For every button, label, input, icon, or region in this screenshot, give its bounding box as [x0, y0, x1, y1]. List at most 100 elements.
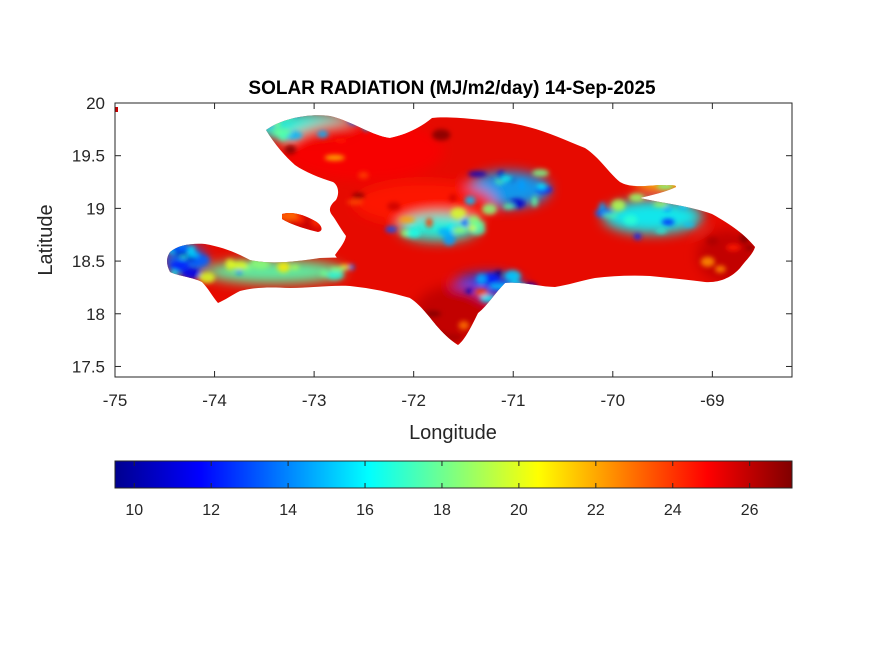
texture-speckle	[347, 264, 355, 271]
texture-speckle	[385, 226, 398, 233]
y-axis: 20 19.5 19 18.5 18 17.5	[72, 94, 792, 376]
texture-speckle	[502, 203, 515, 210]
texture-speckle	[652, 201, 669, 207]
texture-speckle	[171, 237, 187, 249]
texture-speckle	[358, 171, 369, 179]
colorbar-tick-label: 18	[433, 502, 451, 519]
texture-speckle	[680, 199, 694, 205]
texture-speckle	[679, 170, 698, 183]
region-east-coast	[697, 229, 755, 282]
texture-speckle	[317, 130, 329, 138]
texture-speckle	[499, 175, 512, 182]
texture-speckle	[448, 193, 457, 202]
radiation-map	[115, 107, 755, 346]
texture-speckle	[283, 115, 299, 118]
region-east-plain	[602, 199, 703, 234]
texture-speckle	[661, 218, 675, 226]
texture-speckle	[326, 270, 344, 280]
colorbar	[114, 460, 793, 489]
texture-speckle	[633, 233, 642, 240]
texture-speckle	[361, 121, 371, 132]
texture-speckle	[184, 256, 197, 261]
texture-speckle	[250, 259, 271, 270]
texture-speckle	[198, 271, 216, 284]
texture-speckle	[628, 193, 645, 202]
texture-speckle	[235, 269, 243, 275]
x-tick-label: -75	[103, 391, 128, 410]
texture-speckle	[481, 203, 497, 215]
texture-speckle	[170, 270, 178, 277]
texture-speckle	[347, 115, 361, 126]
texture-speckle	[320, 269, 329, 277]
texture-speckle	[602, 213, 618, 218]
colorbar-tick-label: 10	[125, 502, 143, 519]
texture-speckle	[432, 129, 451, 141]
texture-speckle	[423, 324, 437, 332]
texture-speckle	[663, 206, 672, 212]
texture-speckle	[280, 115, 290, 119]
x-axis-label: Longitude	[409, 422, 497, 444]
texture-speckle	[648, 174, 655, 181]
texture-speckle	[464, 196, 476, 206]
texture-speckle	[634, 170, 652, 183]
texture-speckle	[687, 178, 697, 189]
y-tick-label: 18.5	[72, 252, 105, 271]
texture-speckle	[291, 107, 301, 115]
texture-speckle	[310, 216, 324, 227]
texture-speckle	[324, 154, 345, 161]
colorbar-tick-label: 24	[664, 502, 682, 519]
texture-speckle	[352, 192, 365, 199]
texture-speckle	[599, 202, 606, 213]
texture-speckle	[278, 130, 288, 142]
texture-speckle	[473, 288, 488, 296]
texture-speckle	[471, 220, 486, 228]
corner-pixel	[115, 107, 118, 112]
texture-speckle	[726, 243, 741, 252]
x-tick-label: -74	[202, 391, 227, 410]
texture-speckle	[739, 233, 750, 244]
texture-speckle	[450, 207, 467, 220]
texture-speckle	[290, 264, 300, 270]
texture-speckle	[329, 266, 347, 272]
texture-speckle	[662, 170, 671, 175]
texture-speckle	[655, 229, 668, 234]
colorbar-tick-label: 12	[202, 502, 220, 519]
y-tick-label: 17.5	[72, 357, 105, 376]
texture-speckle	[182, 268, 201, 279]
texture-speckle	[623, 214, 638, 225]
texture-speckle	[498, 292, 517, 301]
texture-speckle	[706, 236, 719, 246]
texture-speckle	[532, 169, 549, 177]
texture-speckle	[346, 200, 364, 205]
texture-speckle	[461, 218, 471, 227]
texture-speckle	[425, 217, 433, 228]
x-tick-label: -71	[501, 391, 526, 410]
axes-box	[114, 102, 793, 378]
texture-speckle	[225, 258, 235, 271]
texture-speckle	[239, 126, 255, 135]
texture-speckle	[280, 222, 293, 235]
colorbar-tick-label: 14	[279, 502, 297, 519]
texture-speckle	[387, 202, 401, 211]
texture-speckle	[174, 252, 189, 257]
texture-speckle	[171, 244, 190, 254]
texture-speckle	[231, 261, 248, 270]
texture-speckle	[518, 179, 525, 191]
texture-speckle	[458, 320, 470, 330]
texture-speckle	[476, 273, 487, 285]
texture-speckle	[443, 233, 456, 246]
y-tick-label: 19.5	[72, 147, 105, 166]
y-axis-label: Latitude	[35, 204, 57, 275]
texture-speckle	[531, 195, 538, 208]
colorbar-tick-label: 26	[741, 502, 759, 519]
texture-speckle	[277, 261, 291, 273]
texture-speckle	[611, 199, 626, 212]
x-tick-label: -72	[401, 391, 426, 410]
texture-speckle	[536, 183, 547, 190]
texture-speckle	[379, 116, 397, 122]
x-tick-label: -73	[302, 391, 327, 410]
texture-speckle	[509, 281, 525, 293]
texture-speckle	[424, 310, 442, 317]
